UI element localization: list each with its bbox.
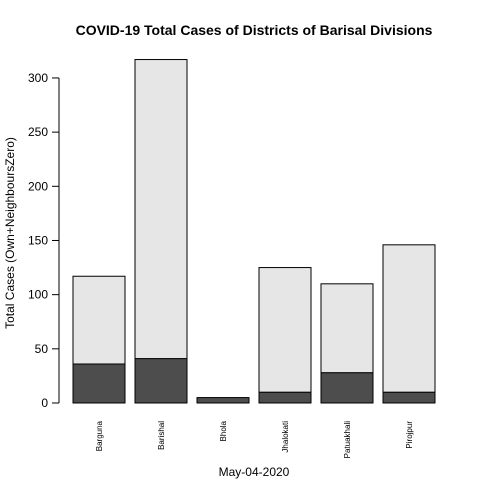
x-tick-label: Bhola	[219, 420, 228, 441]
chart-title: COVID-19 Total Cases of Districts of Bar…	[76, 22, 433, 38]
y-axis: 0 50 100 150 200 250 300	[28, 71, 60, 410]
y-tick-label: 50	[35, 342, 49, 356]
bar-segment-upper-patuakhali	[320, 283, 374, 374]
y-tick-label: 150	[28, 233, 48, 247]
x-axis-tick-labels: Barguna Barishal Bhola Jhalokati Patuakhali P…	[95, 420, 414, 458]
bar-segment-upper-barguna	[72, 275, 126, 365]
bars	[72, 59, 436, 404]
y-tick-label: 100	[28, 288, 48, 302]
x-axis-label: May-04-2020	[219, 465, 290, 479]
y-tick-label: 300	[28, 71, 48, 85]
bar-segment-lower-bhola	[196, 397, 250, 404]
x-tick-label: Patuakhali	[343, 421, 352, 459]
y-tick-label: 200	[28, 179, 48, 193]
bar-segment-lower-jhalokati	[258, 391, 312, 404]
x-tick-label: Barguna	[95, 420, 104, 451]
y-tick-label: 250	[28, 125, 48, 139]
bar-segment-lower-pirojpur	[382, 391, 436, 404]
bar-segment-upper-barishal	[134, 59, 188, 360]
bar-segment-lower-barishal	[134, 358, 188, 404]
y-tick-label: 0	[41, 396, 48, 410]
bar-segment-lower-barguna	[72, 363, 126, 404]
bar-segment-upper-pirojpur	[382, 244, 436, 393]
bar-segment-upper-jhalokati	[258, 267, 312, 393]
bar-segment-lower-patuakhali	[320, 372, 374, 404]
x-tick-label: Pirojpur	[405, 421, 414, 449]
x-tick-label: Jhalokati	[281, 421, 290, 453]
x-tick-label: Barishal	[157, 421, 166, 450]
y-axis-label: Total Cases (Own+NeighboursZero)	[3, 137, 17, 329]
